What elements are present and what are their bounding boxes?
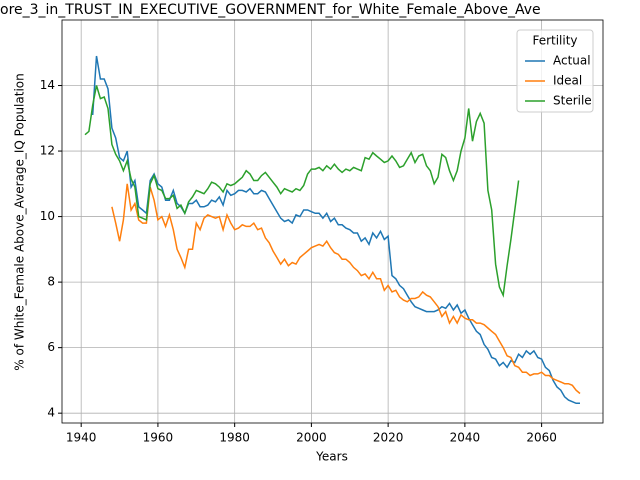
x-tick-label: 2060 — [526, 431, 557, 445]
y-tick-label: 6 — [47, 340, 55, 354]
x-tick-label: 2000 — [296, 431, 327, 445]
series-line — [111, 183, 581, 395]
x-tick-label: 2040 — [450, 431, 481, 445]
legend-label: Sterile — [553, 94, 592, 108]
x-tick-label: 1940 — [66, 431, 97, 445]
legend-title: Fertility — [532, 34, 577, 48]
x-tick-label: 2020 — [373, 431, 404, 445]
x-tick-label: 1960 — [143, 431, 174, 445]
plot-frame — [61, 19, 604, 424]
y-tick-label: 4 — [47, 406, 55, 420]
y-tick-label: 10 — [40, 209, 55, 223]
y-axis-label: % of White_Female Above_Average_IQ Popul… — [13, 73, 27, 370]
y-tick-label: 12 — [40, 144, 55, 158]
series-line — [84, 85, 520, 298]
y-tick-label: 14 — [40, 78, 55, 92]
legend-label: Actual — [553, 54, 591, 68]
chart-title: ore_3_in_TRUST_IN_EXECUTIVE_GOVERNMENT_f… — [0, 2, 541, 18]
x-tick-label: 1980 — [219, 431, 250, 445]
legend-box — [516, 29, 594, 113]
series-line — [91, 55, 580, 405]
y-tick-label: 8 — [47, 275, 55, 289]
legend: Fertility Actual Ideal Sterile — [516, 29, 594, 113]
x-axis-label: Years — [315, 450, 348, 464]
legend-label: Ideal — [553, 74, 582, 88]
